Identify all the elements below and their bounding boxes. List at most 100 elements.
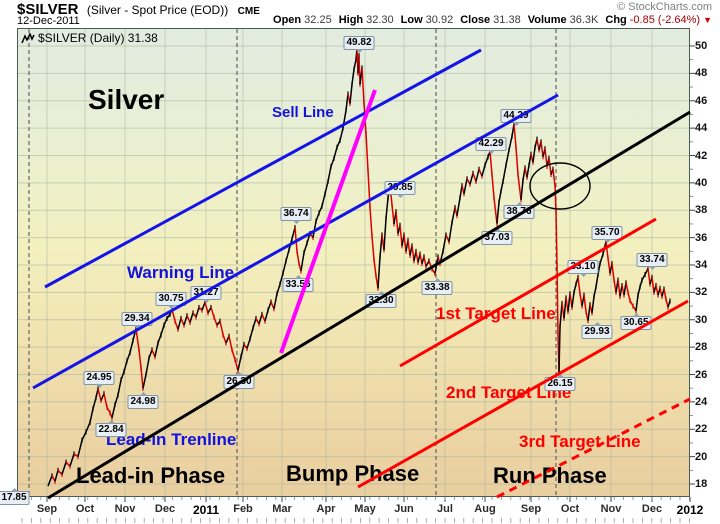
y-axis-label: 36 (695, 231, 708, 244)
price-label-pointer-icon (632, 313, 640, 317)
quote-field-label: Open (273, 14, 302, 26)
price-label-pointer-icon (648, 266, 656, 270)
price-label: 24.95 (83, 371, 115, 388)
price-label-pointer-icon (133, 325, 141, 329)
y-axis-label: 30 (695, 313, 708, 326)
price-label: 35.70 (591, 226, 623, 243)
price-label-pointer-icon (512, 122, 520, 126)
price-label-pointer-icon (493, 228, 501, 232)
y-axis-label: 34 (695, 259, 708, 271)
price-label: 31.27 (190, 286, 222, 303)
x-axis-label: Oct (75, 503, 95, 515)
price-label-pointer-icon (487, 150, 495, 154)
price-label-pointer-icon (294, 275, 302, 279)
y-axis-label: 40 (695, 176, 708, 189)
chart-date: 12-Dec-2011 (17, 15, 80, 27)
x-axis-label: Dec (154, 503, 176, 515)
x-axis-label: Jun (394, 503, 414, 515)
price-label-pointer-icon (433, 278, 441, 282)
price-label-pointer-icon (202, 299, 210, 303)
price-label: 24.98 (127, 392, 159, 409)
quote-field-label: Close (460, 14, 491, 26)
price-label: 33.74 (636, 253, 668, 270)
y-axis-label: 46 (695, 94, 708, 107)
first-target-line-annotation: 1st Target Line (436, 304, 556, 323)
y-axis-label: 50 (695, 40, 708, 52)
chg-down-triangle-icon: ▼ (703, 15, 712, 25)
x-axis-label: Nov (600, 503, 622, 515)
price-label: 30.65 (620, 313, 652, 330)
price-label-pointer-icon (377, 291, 385, 295)
quote-field-value: 36.3K (569, 14, 599, 26)
silver-title-annotation: Silver (88, 84, 165, 115)
ohlc-quote-strip: Open 32.25 High 32.30 Low 30.92 Close 31.38 Volu… (266, 14, 712, 26)
run-phase-annotation: Run Phase (493, 463, 607, 488)
price-label-pointer-icon (396, 194, 404, 198)
y-axis-label: 26 (695, 368, 708, 381)
price-label-pointer-icon (593, 322, 601, 326)
y-axis-label: 18 (695, 478, 708, 490)
symbol-title: $SILVER (17, 1, 79, 18)
price-label: 49.82 (343, 36, 375, 53)
third-target-line-annotation: 3rd Target Line (519, 432, 641, 451)
chart-header: $SILVER (Silver - Spot Price (EOD)) CME (17, 1, 260, 19)
price-label: 36.74 (280, 207, 312, 224)
price-label: 17.85 (0, 488, 30, 505)
y-axis-label: 20 (695, 450, 708, 463)
price-label-pointer-icon (167, 305, 175, 309)
x-axis-label: 2012 (676, 503, 704, 517)
price-label-pointer-icon (355, 49, 363, 53)
price-label-pointer-icon (235, 372, 243, 376)
price-label-pointer-icon (579, 273, 587, 277)
lead-in-phase-annotation: Lead-in Phase (76, 463, 226, 488)
stockcharts-copyright: © StockCharts.com (617, 1, 712, 13)
y-axis-label: 28 (695, 341, 708, 354)
y-axis-label: 38 (695, 204, 708, 217)
quote-field-label: Chg (605, 14, 627, 26)
x-axis-label: Oct (560, 503, 580, 515)
price-label-pointer-icon (10, 488, 18, 492)
y-axis-label: 32 (695, 286, 708, 299)
chart-legend: $SILVER (Daily) 31.38 (21, 31, 158, 45)
sell-line-annotation: Sell Line (272, 104, 334, 121)
price-label-pointer-icon (603, 239, 611, 243)
price-label: 33.38 (421, 278, 453, 295)
quote-field-label: Low (400, 14, 423, 26)
price-label: 42.29 (475, 137, 507, 154)
quote-field-label: Volume (527, 14, 567, 26)
warning-line-annotation: Warning Line (127, 263, 235, 282)
y-axis-label: 22 (695, 423, 708, 436)
legend-text: $SILVER (Daily) 31.38 (38, 31, 158, 45)
x-axis-label: Aug (474, 503, 496, 515)
price-label: 33.56 (282, 275, 314, 292)
price-label: 32.30 (365, 291, 397, 308)
stockcharts-logo-icon (21, 32, 35, 43)
price-label: 39.85 (384, 181, 416, 198)
price-label-pointer-icon (292, 220, 300, 224)
bump-phase-annotation: Bump Phase (286, 461, 420, 486)
x-axis-label: Mar (272, 503, 292, 515)
y-axis-label: 44 (695, 122, 708, 135)
price-label: 30.75 (155, 292, 187, 309)
y-axis-label: 42 (695, 149, 708, 162)
price-label: 26.30 (223, 372, 255, 389)
quote-field-value: 32.25 (304, 14, 332, 26)
price-label-pointer-icon (556, 374, 564, 378)
price-label: 29.93 (581, 322, 613, 339)
x-axis-label: Nov (114, 503, 136, 515)
symbol-description: (Silver - Spot Price (EOD)) (86, 3, 229, 17)
price-label-pointer-icon (107, 420, 115, 424)
y-axis-label: 48 (695, 67, 708, 80)
quote-field-value: -0.85 (-2.64%) (629, 14, 701, 26)
y-axis-label: 24 (695, 395, 708, 408)
price-label: 26.15 (544, 374, 576, 391)
price-label: 33.10 (567, 260, 599, 277)
x-axis-label: Jul (437, 503, 453, 515)
price-label-pointer-icon (139, 392, 147, 396)
x-axis-label: Dec (641, 503, 663, 515)
x-axis-label: Sep (520, 503, 542, 515)
price-label: 38.76 (503, 202, 535, 219)
x-axis-label: May (354, 503, 376, 515)
quote-field-value: 31.38 (493, 14, 521, 26)
